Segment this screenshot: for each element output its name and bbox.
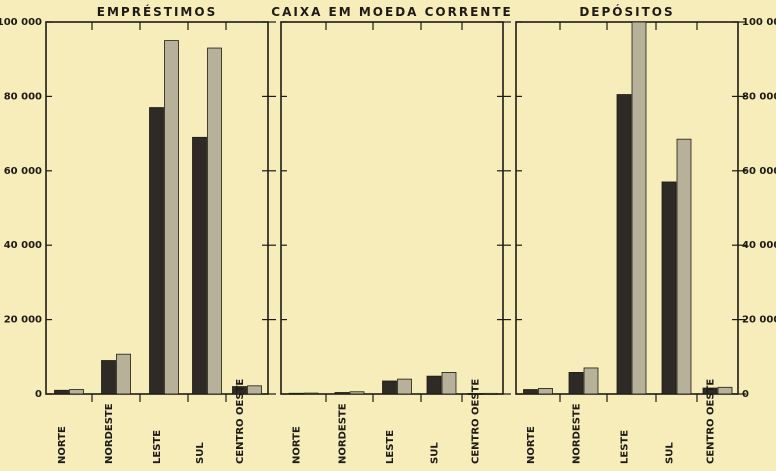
bar-centro-oeste-series-1 bbox=[702, 387, 718, 395]
bar-leste-series-2 bbox=[631, 21, 647, 395]
category-label-centro-oeste: CENTRO OESTE bbox=[235, 379, 246, 464]
y-tick-label: 20 000 bbox=[4, 315, 42, 326]
category-label-leste: LESTE bbox=[620, 430, 631, 464]
category-label-centro-oeste: CENTRO OESTE bbox=[471, 379, 482, 464]
y-tick-label: 60 000 bbox=[742, 166, 776, 177]
bar-centro-oeste-series-2 bbox=[247, 385, 262, 395]
bar-norte-series-2 bbox=[69, 389, 84, 395]
bar-sul-series-2 bbox=[441, 372, 457, 395]
bar-norte-series-2 bbox=[538, 388, 553, 395]
bar-leste-series-1 bbox=[149, 107, 164, 395]
bar-sul-series-2 bbox=[207, 47, 222, 395]
bar-norte-series-1 bbox=[54, 389, 69, 395]
category-label-nordeste: NORDESTE bbox=[572, 403, 583, 464]
panel-title-caixa-em-moeda-corrente: CAIXA EM MOEDA CORRENTE bbox=[271, 5, 512, 19]
bar-sul-series-2 bbox=[676, 138, 692, 395]
y-tick-label: 80 000 bbox=[4, 91, 42, 102]
category-label-nordeste: NORDESTE bbox=[104, 403, 115, 464]
bar-centro-oeste-series-1 bbox=[232, 386, 247, 395]
y-tick-label: 40 000 bbox=[4, 240, 42, 251]
bar-leste-series-2 bbox=[397, 378, 412, 395]
y-tick-label: 0 bbox=[35, 389, 42, 400]
category-label-sul: SUL bbox=[430, 442, 441, 464]
bar-centro-oeste-series-2 bbox=[482, 392, 498, 395]
category-label-nordeste: NORDESTE bbox=[338, 403, 349, 464]
bar-centro-oeste-series-1 bbox=[467, 393, 483, 395]
bar-nordeste-series-2 bbox=[583, 367, 599, 395]
category-label-centro-oeste: CENTRO OESTE bbox=[706, 379, 717, 464]
bar-leste-series-1 bbox=[382, 380, 397, 395]
bar-nordeste-series-2 bbox=[349, 391, 365, 395]
panel-title-depositos: DEPÓSITOS bbox=[579, 4, 674, 19]
category-label-norte: NORTE bbox=[57, 426, 68, 464]
y-tick-label: 100 000 bbox=[742, 17, 776, 28]
y-tick-label: 0 bbox=[742, 389, 749, 400]
category-label-sul: SUL bbox=[195, 442, 206, 464]
y-tick-label: 20 000 bbox=[742, 315, 776, 326]
bar-leste-series-2 bbox=[164, 40, 179, 395]
bar-nordeste-series-1 bbox=[101, 360, 116, 395]
bar-norte-series-1 bbox=[288, 392, 304, 395]
y-tick-label: 100 000 bbox=[0, 17, 42, 28]
bar-norte-series-2 bbox=[303, 392, 319, 395]
panel-frame-caixa-em-moeda-corrente bbox=[280, 21, 504, 395]
bar-nordeste-series-1 bbox=[334, 392, 350, 395]
bar-sul-series-1 bbox=[192, 136, 207, 395]
category-label-norte: NORTE bbox=[526, 426, 537, 464]
category-label-sul: SUL bbox=[665, 442, 676, 464]
bar-leste-series-1 bbox=[616, 94, 632, 395]
bar-norte-series-1 bbox=[523, 389, 538, 395]
bar-sul-series-1 bbox=[661, 181, 677, 395]
bar-sul-series-1 bbox=[426, 375, 442, 395]
y-tick-label: 60 000 bbox=[4, 166, 42, 177]
panel-title-emprestimos: EMPRÉSTIMOS bbox=[97, 4, 217, 19]
y-tick-label: 80 000 bbox=[742, 91, 776, 102]
category-label-leste: LESTE bbox=[385, 430, 396, 464]
y-tick-label: 40 000 bbox=[742, 240, 776, 251]
bar-nordeste-series-2 bbox=[116, 353, 131, 395]
bar-nordeste-series-1 bbox=[568, 372, 584, 395]
bar-centro-oeste-series-2 bbox=[717, 386, 733, 395]
category-label-leste: LESTE bbox=[152, 430, 163, 464]
category-label-norte: NORTE bbox=[292, 426, 303, 464]
